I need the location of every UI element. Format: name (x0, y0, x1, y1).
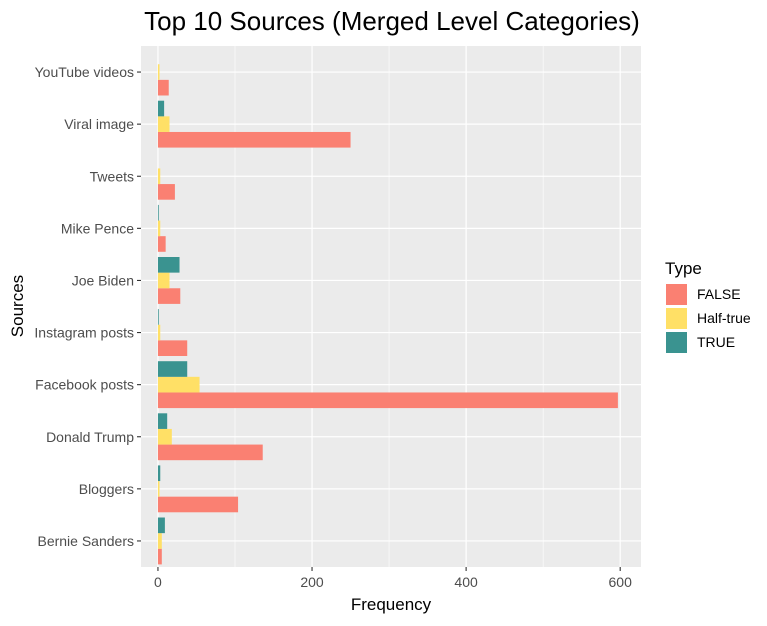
bar (157, 257, 180, 273)
bar (157, 340, 188, 356)
bar (157, 413, 168, 429)
legend-items: FALSE Half-true TRUE (666, 284, 751, 353)
bar (157, 496, 239, 513)
x-tick-label: 200 (300, 574, 324, 590)
bar (157, 204, 159, 221)
bar (157, 548, 162, 565)
bar (157, 168, 161, 185)
x-axis-title: Frequency (351, 595, 432, 614)
bar (157, 272, 170, 289)
grid (141, 46, 641, 567)
y-tick-label: Facebook posts (35, 377, 134, 393)
bar (157, 220, 161, 237)
bar (157, 481, 160, 497)
y-tick-label: YouTube videos (35, 64, 134, 80)
chart-title: Top 10 Sources (Merged Level Categories) (144, 6, 640, 36)
bar (157, 465, 161, 482)
y-axis-title: Sources (8, 275, 27, 337)
bar (157, 392, 618, 409)
x-tick-label: 600 (609, 574, 633, 590)
legend-title: Type (665, 259, 702, 278)
bar (157, 309, 159, 325)
bar (157, 131, 351, 148)
bar (157, 324, 161, 341)
y-tick-label: Bloggers (79, 481, 134, 497)
bar (157, 376, 200, 393)
y-tick-label: Mike Pence (61, 220, 134, 236)
y-tick-label: Joe Biden (72, 272, 134, 288)
y-axis-ticks: Bernie Sanders Bloggers Donald Trump Facebo… (34, 64, 141, 549)
bars (157, 64, 618, 565)
bar (157, 288, 181, 304)
bar (157, 517, 165, 534)
legend-swatch (666, 284, 687, 305)
bar (157, 79, 169, 96)
legend-swatch (666, 332, 687, 353)
bar (157, 533, 162, 549)
legend: Type FALSE Half-true TRUE (665, 259, 751, 353)
legend-label: TRUE (697, 334, 735, 350)
legend-label: Half-true (697, 310, 751, 326)
bar (157, 116, 170, 132)
legend-label: FALSE (697, 286, 741, 302)
y-tick-label: Bernie Sanders (37, 533, 134, 549)
x-tick-label: 400 (454, 574, 478, 590)
y-tick-label: Viral image (64, 116, 134, 132)
bar (157, 64, 160, 80)
x-axis-ticks: 0 200 400 600 (154, 567, 632, 590)
bar (157, 100, 165, 117)
bar (157, 428, 172, 445)
legend-swatch (666, 308, 687, 329)
y-tick-label: Tweets (90, 168, 134, 184)
bar (157, 361, 188, 377)
x-tick-label: 0 (154, 574, 162, 590)
bar (157, 236, 166, 252)
y-tick-label: Instagram posts (34, 325, 134, 341)
bar (157, 184, 175, 200)
bar (157, 444, 263, 461)
y-tick-label: Donald Trump (46, 429, 134, 445)
